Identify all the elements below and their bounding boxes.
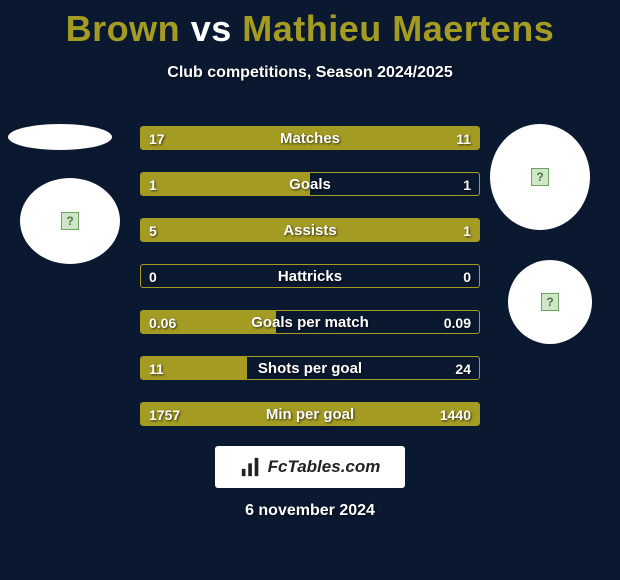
stat-label: Goals per match: [141, 311, 479, 333]
question-icon: ?: [531, 168, 549, 186]
stat-row: 17571440Min per goal: [140, 402, 480, 426]
player1-photo-placeholder: [8, 124, 112, 150]
stat-label: Goals: [141, 173, 479, 195]
stats-area: 1711Matches 11Goals 51Assists 00Hattricks 0.…: [140, 126, 480, 448]
watermark-text: FcTables.com: [268, 457, 381, 477]
stat-row: 1124Shots per goal: [140, 356, 480, 380]
comparison-title: Brown vs Mathieu Maertens: [0, 0, 620, 50]
player1-name: Brown: [66, 8, 181, 49]
stat-row: 51Assists: [140, 218, 480, 242]
stat-label: Assists: [141, 219, 479, 241]
question-icon: ?: [541, 293, 559, 311]
question-icon: ?: [61, 212, 79, 230]
chart-icon: [240, 456, 262, 478]
stat-row: 0.060.09Goals per match: [140, 310, 480, 334]
player2-photo-placeholder: ?: [490, 124, 590, 230]
player1-club-placeholder: ?: [20, 178, 120, 264]
subtitle: Club competitions, Season 2024/2025: [0, 64, 620, 82]
player2-name: Mathieu Maertens: [242, 8, 554, 49]
stat-label: Min per goal: [141, 403, 479, 425]
player2-club-placeholder: ?: [508, 260, 592, 344]
stat-row: 11Goals: [140, 172, 480, 196]
stat-row: 00Hattricks: [140, 264, 480, 288]
stat-row: 1711Matches: [140, 126, 480, 150]
stat-label: Hattricks: [141, 265, 479, 287]
watermark-logo: FcTables.com: [215, 446, 405, 488]
stat-label: Shots per goal: [141, 357, 479, 379]
date-text: 6 november 2024: [0, 502, 620, 520]
vs-text: vs: [191, 8, 232, 49]
stat-label: Matches: [141, 127, 479, 149]
